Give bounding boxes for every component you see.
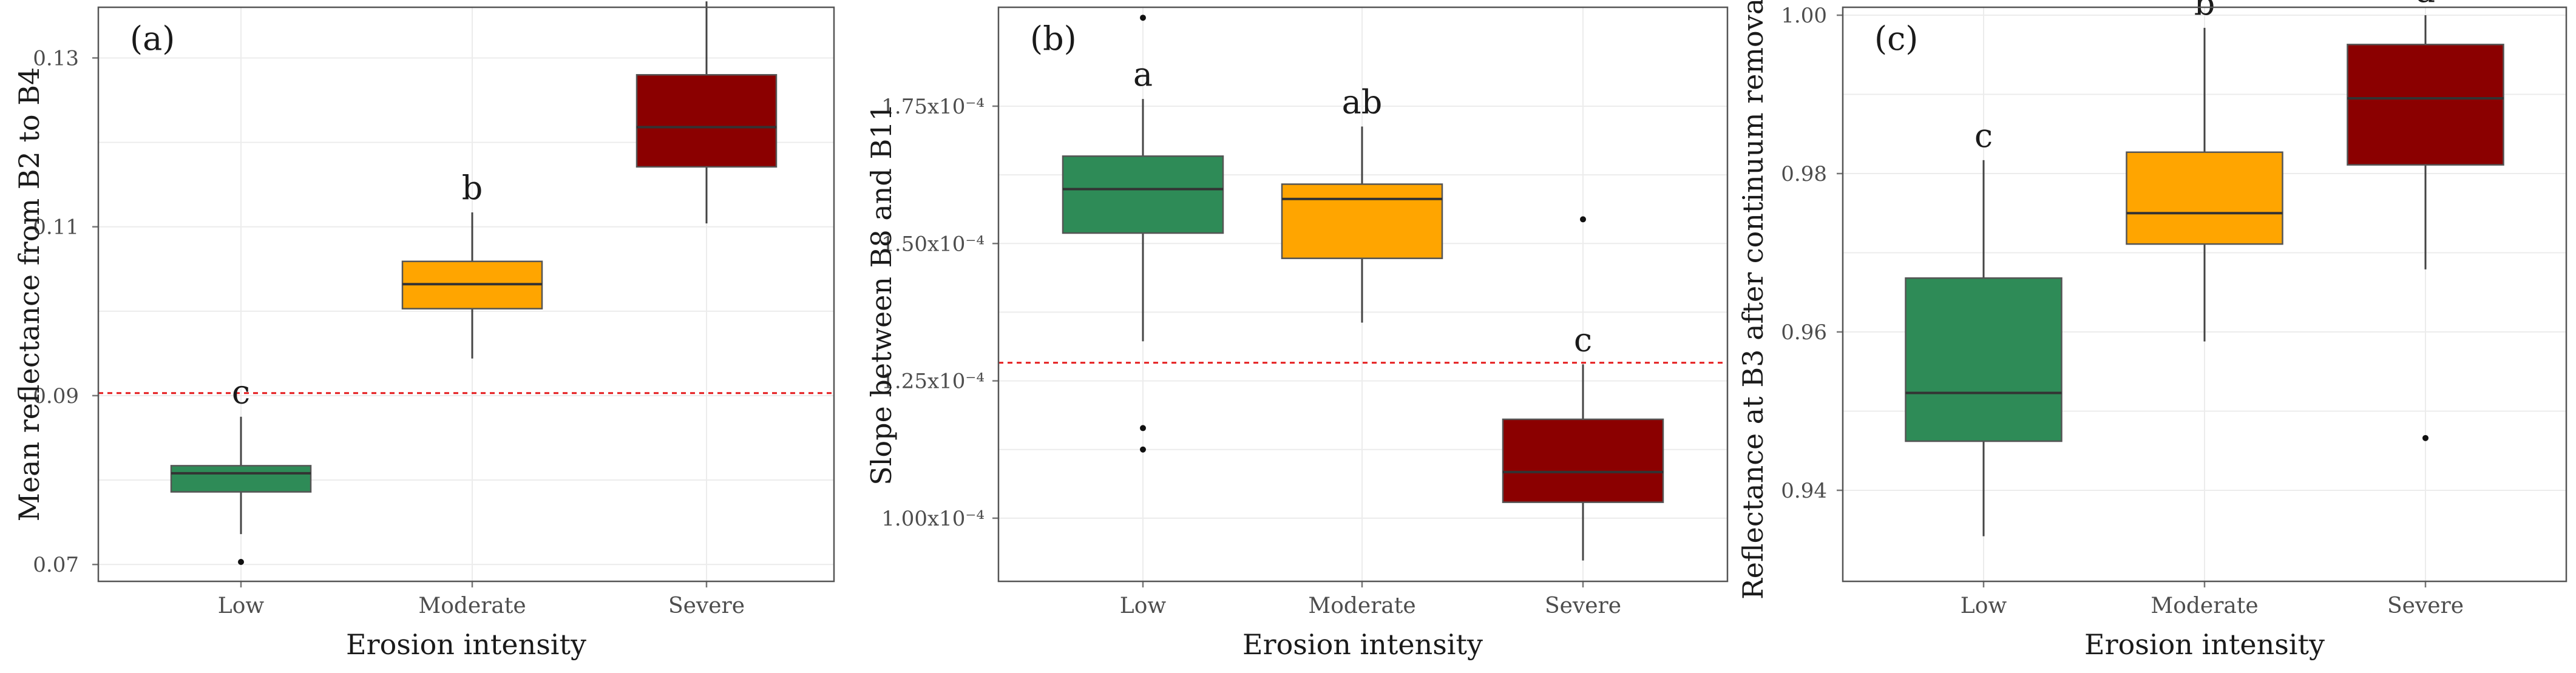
y-tick-label: 0.11 — [33, 215, 79, 240]
outlier-point — [1140, 425, 1146, 431]
box-moderate — [1281, 183, 1443, 259]
y-tick-label: 0.94 — [1781, 479, 1827, 503]
panel-frame — [97, 6, 835, 583]
significance-letter: a — [1133, 55, 1153, 93]
box-moderate — [2126, 151, 2283, 245]
box-low — [1905, 277, 2062, 442]
significance-letter: ab — [1342, 83, 1383, 121]
outlier-point — [238, 559, 244, 566]
y-tick-label: 0.07 — [33, 553, 79, 577]
significance-letter: b — [2194, 0, 2215, 22]
outlier-point — [1140, 446, 1146, 453]
x-tick-label: Severe — [668, 594, 745, 618]
panel-frame — [1842, 6, 2568, 583]
y-tick-label: 0.13 — [33, 46, 79, 70]
significance-letter: c — [1574, 320, 1592, 359]
outlier-point — [1140, 15, 1146, 21]
panel-label: (a) — [130, 19, 175, 58]
y-tick-label: 0.96 — [1781, 320, 1827, 345]
significance-letter: b — [462, 169, 483, 207]
y-tick-label: 1.50x10⁻⁴ — [881, 232, 985, 256]
y-tick-label: 1.75x10⁻⁴ — [881, 95, 985, 119]
box-low — [170, 465, 312, 493]
box-severe — [1502, 418, 1664, 503]
panel-label: (c) — [1874, 19, 1918, 58]
x-tick-label: Moderate — [418, 594, 526, 618]
x-tick-label: Moderate — [2151, 594, 2258, 618]
y-axis-title: Mean reflectance from B2 to B4 — [13, 67, 46, 522]
significance-letter: c — [232, 373, 250, 411]
box-severe — [636, 74, 778, 168]
outlier-point — [2422, 435, 2429, 441]
box-severe — [2347, 44, 2504, 166]
panel-frame — [997, 6, 1729, 583]
x-tick-label: Moderate — [1308, 594, 1415, 618]
x-tick-label: Low — [1961, 594, 2007, 618]
box-low — [1062, 155, 1224, 234]
x-tick-label: Low — [1120, 594, 1167, 618]
x-tick-label: Severe — [1545, 594, 1621, 618]
y-tick-label: 1.25x10⁻⁴ — [881, 370, 985, 394]
significance-letter: c — [1974, 117, 1993, 155]
panel-label: (b) — [1030, 19, 1077, 58]
y-tick-label: 1.00x10⁻⁴ — [881, 507, 985, 531]
x-axis-title: Erosion intensity — [2084, 628, 2325, 661]
x-tick-label: Low — [218, 594, 265, 618]
x-axis-title: Erosion intensity — [346, 628, 586, 661]
y-tick-label: 0.09 — [33, 384, 79, 408]
y-axis-title: Reflectance at B3 after continuum remova… — [1737, 0, 1769, 600]
outlier-point — [1580, 216, 1586, 223]
y-tick-label: 0.98 — [1781, 162, 1827, 186]
x-axis-title: Erosion intensity — [1242, 628, 1483, 661]
x-tick-label: Severe — [2387, 594, 2464, 618]
y-tick-label: 1.00 — [1781, 4, 1827, 28]
significance-letter: a — [2416, 0, 2435, 10]
y-axis-title: Slope between B8 and B11 — [865, 103, 898, 485]
